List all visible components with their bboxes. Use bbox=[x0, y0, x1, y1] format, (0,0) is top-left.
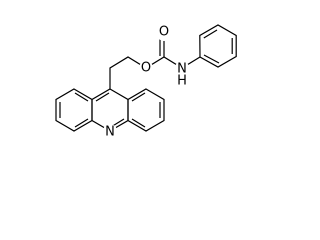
bond-double bbox=[131, 92, 146, 102]
atom-label: N bbox=[105, 125, 115, 140]
atom-label: O bbox=[141, 61, 151, 76]
bond-double bbox=[74, 118, 89, 128]
bond-double bbox=[131, 118, 146, 128]
bond-double bbox=[203, 54, 220, 64]
bond-ring bbox=[55, 88, 93, 132]
bond-ring bbox=[199, 24, 237, 68]
bond-ring bbox=[127, 88, 165, 132]
structure-diagram: O O N H N bbox=[55, 24, 237, 140]
atom-label: H bbox=[177, 74, 187, 89]
bond-double bbox=[203, 29, 218, 39]
atom-label: N bbox=[177, 62, 187, 77]
atom-label: O bbox=[159, 25, 169, 40]
bond-double bbox=[95, 92, 110, 102]
bond-double bbox=[74, 92, 89, 102]
